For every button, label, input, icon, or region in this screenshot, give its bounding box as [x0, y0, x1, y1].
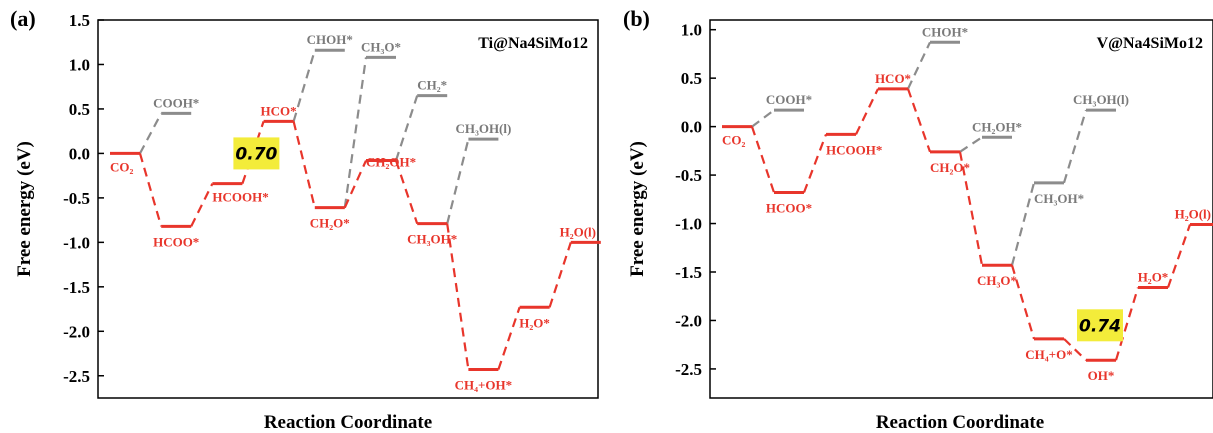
- side-connector: [751, 109, 775, 128]
- main-connector: [343, 160, 368, 209]
- side-connector: [292, 49, 316, 122]
- main-connector: [292, 121, 316, 208]
- main-connector: [1010, 264, 1036, 340]
- species-label: HCO*: [875, 71, 911, 86]
- species-label: CH₃O*: [361, 39, 401, 54]
- chart-title: V@Na4SiMo12: [1097, 35, 1203, 52]
- species-label: CHOH*: [307, 32, 353, 47]
- y-tick-label: -2.5: [675, 360, 702, 379]
- main-connector: [394, 160, 419, 225]
- species-label: H₂O*: [519, 315, 550, 330]
- barrier-highlight: [233, 137, 280, 170]
- species-label: CH₂*: [417, 78, 447, 93]
- main-connector: [855, 88, 879, 135]
- main-connector: [497, 306, 521, 370]
- side-connector: [907, 41, 931, 90]
- species-label: CO₂: [110, 159, 134, 174]
- plot-frame: [97, 19, 599, 399]
- species-label: CH₃OH(l): [455, 121, 511, 136]
- species-label: H₂O(l): [1175, 207, 1211, 222]
- main-connector: [1114, 287, 1140, 361]
- chart-title: Ti@Na4SiMo12: [478, 35, 588, 52]
- main-connector: [190, 183, 214, 227]
- species-label: CHOH*: [922, 24, 968, 39]
- y-axis-label: Free energy (eV): [14, 141, 35, 277]
- main-connector: [802, 133, 828, 193]
- species-label: COOH*: [153, 95, 199, 110]
- species-label: H₂O*: [1138, 270, 1169, 285]
- species-label: CH₂OH*: [972, 119, 1022, 134]
- side-connector: [394, 95, 419, 161]
- y-tick-label: -1.0: [63, 233, 90, 252]
- main-connector: [1063, 338, 1087, 361]
- main-connector: [958, 151, 984, 266]
- y-tick-label: 1.0: [69, 55, 90, 74]
- species-label: CH₄+OH*: [455, 378, 513, 393]
- main-connector: [750, 126, 776, 193]
- y-tick-label: -2.5: [63, 367, 90, 386]
- y-tick-label: -0.5: [675, 166, 702, 185]
- side-connector: [446, 138, 470, 224]
- y-tick-label: 1.0: [681, 21, 702, 40]
- x-axis-label: Reaction Coordinate: [264, 412, 432, 433]
- panel-a: (a) Ti@Na4SiMo12 Free energy (eV) Reacti…: [10, 6, 601, 433]
- y-tick-label: -2.0: [675, 311, 702, 330]
- species-label: HCO*: [261, 103, 297, 118]
- species-label: HCOOH*: [212, 190, 268, 205]
- species-label: H₂O(l): [560, 224, 596, 239]
- side-connector: [959, 136, 983, 153]
- species-label: CH₂OH*: [366, 155, 416, 170]
- species-label: CH₄+O*: [1025, 347, 1072, 362]
- y-tick-label: 0.0: [69, 144, 90, 163]
- y-tick-label: 0.5: [69, 100, 90, 119]
- y-tick-label: -1.5: [63, 278, 90, 297]
- species-label: COOH*: [766, 92, 812, 107]
- species-label: CH₃O*: [977, 273, 1017, 288]
- y-tick-label: -2.0: [63, 322, 90, 341]
- main-connector: [446, 223, 470, 370]
- barrier-value: 0.70: [235, 144, 277, 164]
- side-connector: [139, 112, 163, 154]
- panel-label: (a): [10, 6, 36, 31]
- species-label: OH*: [1088, 368, 1115, 383]
- main-connector: [138, 153, 163, 227]
- species-label: CH₃OH*: [1034, 191, 1084, 206]
- species-label: CH₃OH(l): [1073, 92, 1129, 107]
- side-connector: [1010, 182, 1036, 266]
- y-tick-label: 0.0: [681, 118, 702, 137]
- y-tick-label: 0.5: [681, 69, 702, 88]
- species-label: CO₂: [722, 133, 746, 148]
- side-connector: [1062, 109, 1088, 184]
- y-tick-label: 1.5: [69, 11, 90, 30]
- species-label: CH₂O*: [930, 160, 970, 175]
- chart-marks: 1.5 1.0 0.5 0.0 -0.5 -1.0 -1.5 -2.0 -2.5 COOH* CHO…: [63, 11, 601, 393]
- side-connector: [343, 57, 368, 208]
- panel-b: (b) V@Na4SiMo12 Free energy (eV) Reactio…: [623, 6, 1213, 433]
- y-tick-label: -0.5: [63, 189, 90, 208]
- species-label: CH₃OH*: [407, 232, 457, 247]
- main-connector: [548, 242, 572, 308]
- y-axis-label: Free energy (eV): [627, 141, 648, 277]
- species-label: HCOO*: [766, 201, 812, 216]
- species-label: HCOO*: [153, 234, 199, 249]
- barrier-value: 0.74: [1079, 316, 1121, 336]
- y-tick-label: -1.5: [675, 263, 702, 282]
- x-axis-label: Reaction Coordinate: [876, 412, 1044, 433]
- chart-marks: 1.0 0.5 0.0 -0.5 -1.0 -1.5 -2.0 -2.5 COOH* CHOH* C…: [675, 21, 1213, 383]
- y-tick-label: -1.0: [675, 215, 702, 234]
- main-connector: [1166, 224, 1192, 288]
- barrier-highlight: [1077, 309, 1123, 342]
- plot-frame: [709, 19, 1213, 399]
- species-label: HCOOH*: [826, 142, 882, 157]
- species-label: CH₂O*: [310, 216, 350, 231]
- main-connector: [906, 88, 932, 153]
- panel-label: (b): [623, 6, 650, 31]
